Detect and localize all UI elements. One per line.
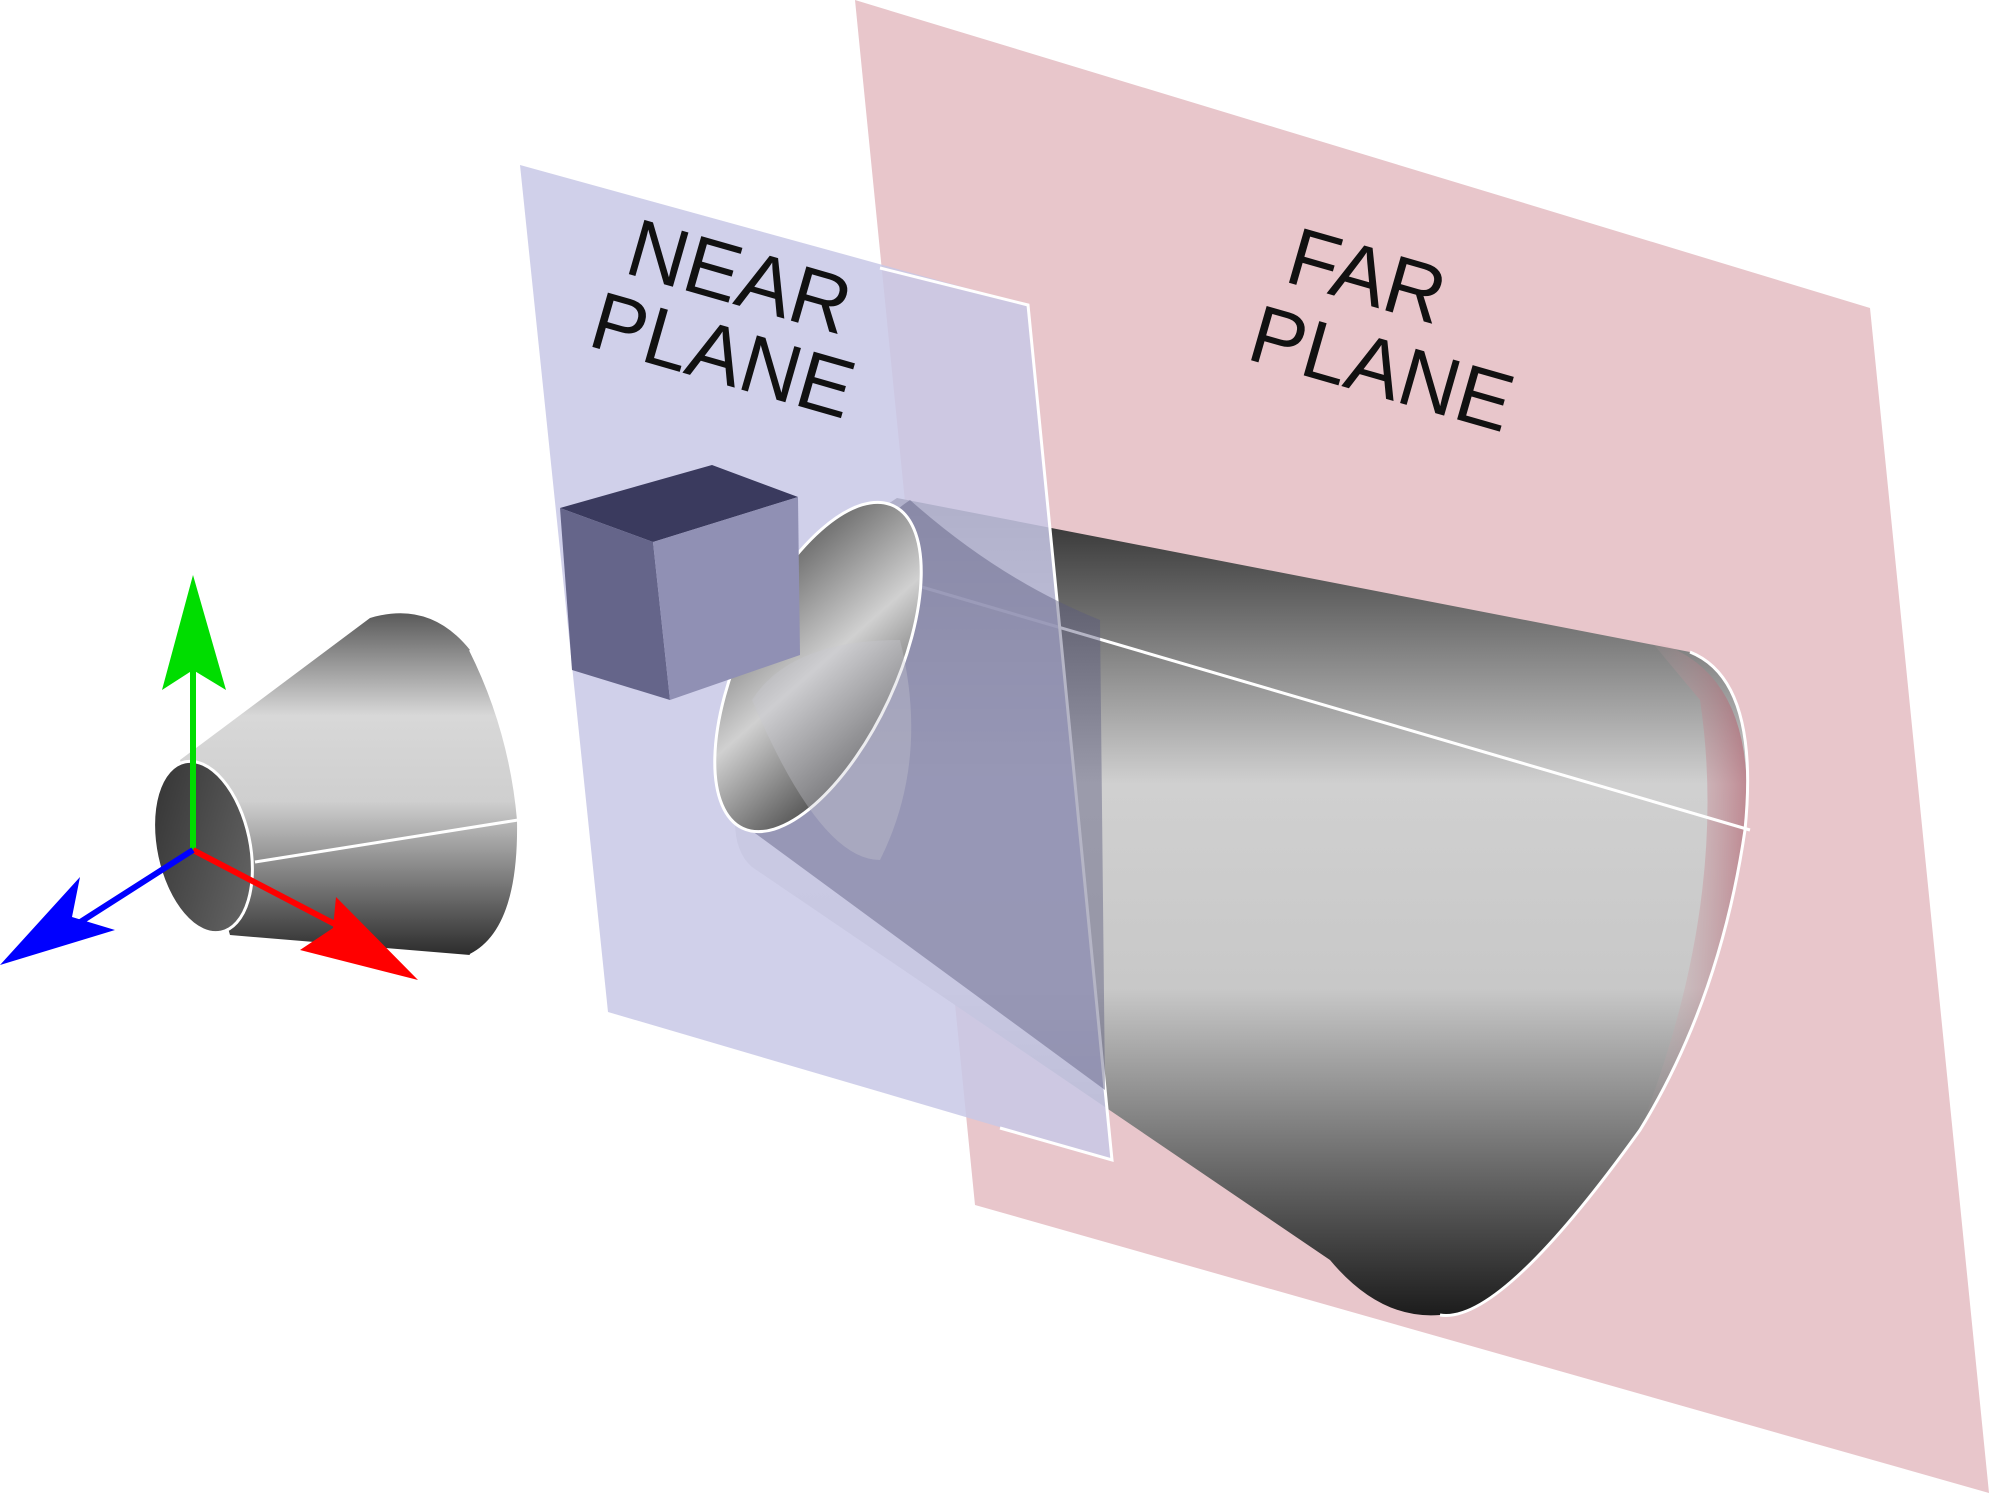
y-axis-arrowhead [162,575,226,690]
camera-cone [152,613,520,956]
x-axis [191,847,352,935]
coordinate-axes [0,575,418,980]
z-axis-arrowhead [0,877,115,965]
cube-object [560,465,800,700]
x-axis-arrowhead [300,897,418,980]
near-frustum-cap [713,500,1105,1090]
